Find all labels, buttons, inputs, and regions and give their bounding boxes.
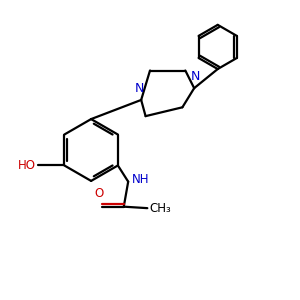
Text: HO: HO: [17, 159, 35, 172]
Text: NH: NH: [132, 173, 149, 186]
Text: N: N: [191, 70, 200, 83]
Text: CH₃: CH₃: [150, 202, 171, 215]
Text: N: N: [135, 82, 144, 94]
Text: O: O: [95, 187, 104, 200]
